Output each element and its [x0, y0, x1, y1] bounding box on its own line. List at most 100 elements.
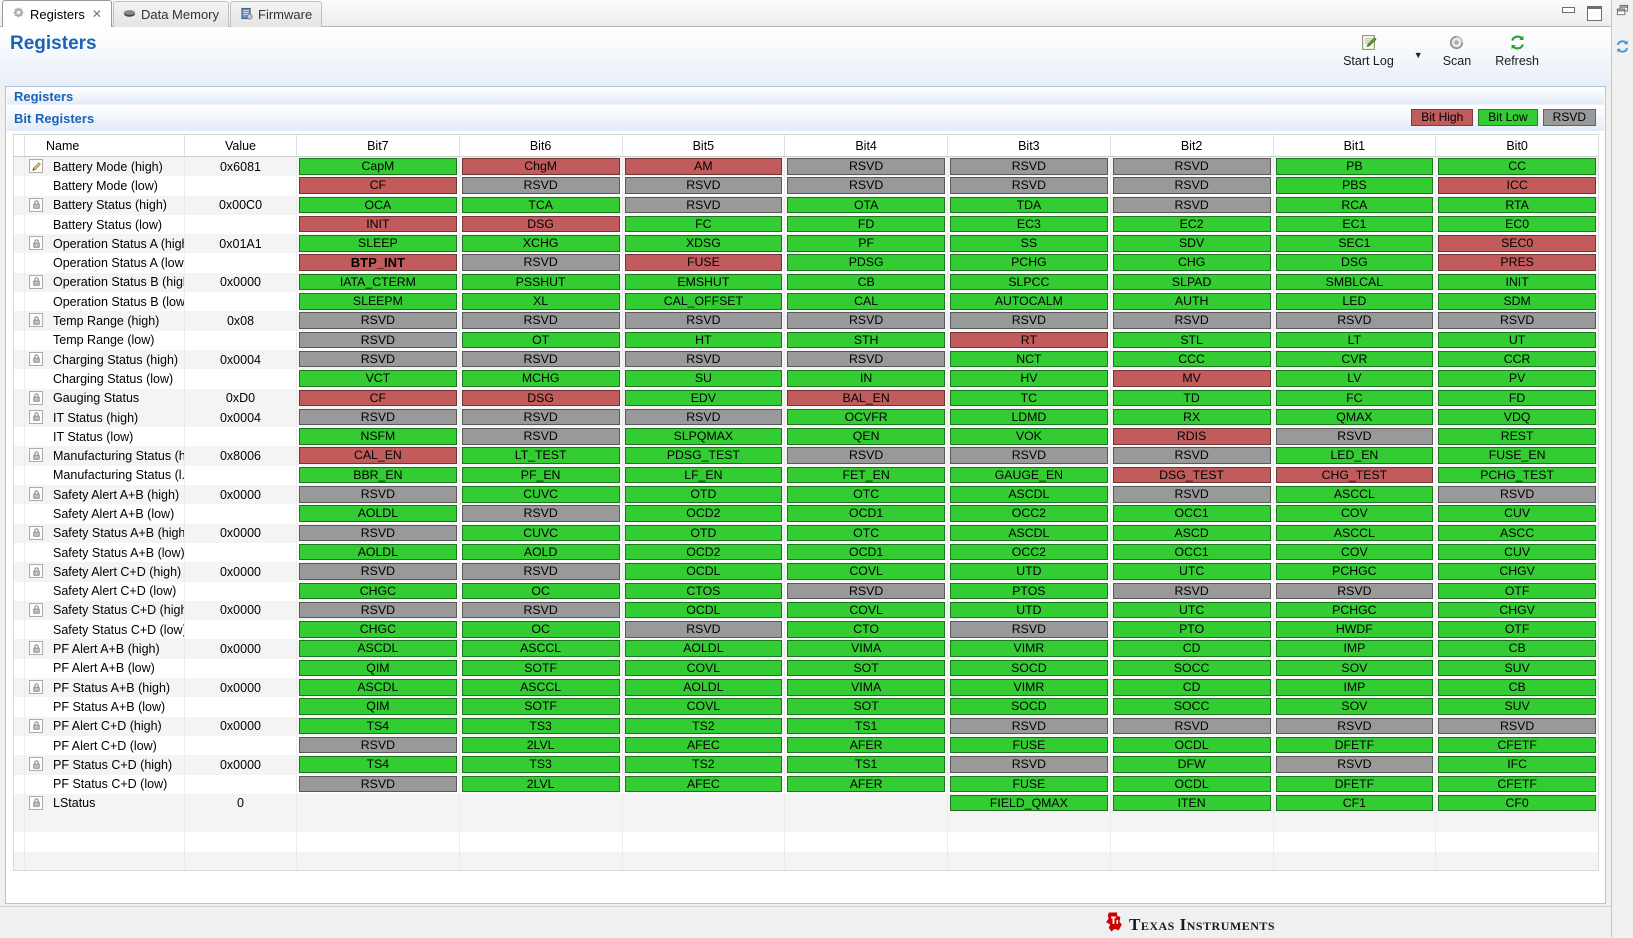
bit-cell: PCHGC	[1275, 601, 1434, 619]
bit-cell: UTC	[1112, 601, 1271, 619]
column-header-bit7[interactable]: Bit7	[296, 135, 459, 156]
tab-data-memory[interactable]: Data Memory	[112, 1, 230, 27]
table-row[interactable]: Battery Status (high) 0x00C0 OCA TCA RSVD OTA…	[13, 195, 1599, 215]
table-row[interactable]: Operation Status A (high) 0x01A1 SLEEP XCHG…	[13, 234, 1599, 254]
table-row[interactable]: Battery Mode (high) 0x6081 CapM ChgM AM RSVD R…	[13, 157, 1599, 177]
table-row[interactable]: Operation Status B (low) SLEEPM XL CAL_OFFS…	[13, 292, 1599, 312]
table-row[interactable]: PF Status A+B (high) 0x0000 ASCDL ASCCL AOLD…	[13, 678, 1599, 698]
table-row[interactable]: Temp Range (low) RSVD OT HT STH RT STL LT UT	[13, 330, 1599, 350]
bit-cell: TS4	[299, 756, 457, 773]
table-row[interactable]: Safety Status C+D (low) CHGC OC RSVD CTO RSVD…	[13, 620, 1599, 640]
table-row[interactable]: Battery Status (low) INIT DSG FC FD EC3 EC2 EC1…	[13, 214, 1599, 235]
bit-cell: AOLDL	[299, 505, 457, 522]
column-header-bit4[interactable]: Bit4	[784, 135, 947, 156]
bit-cell: 2LVL	[461, 736, 620, 754]
table-row[interactable]: PF Status C+D (low) RSVD 2LVL AFEC AFER FUSE O…	[13, 774, 1599, 794]
table-row[interactable]: Manufacturing Status (h... 0x8006 CAL_EN LT…	[13, 446, 1599, 466]
register-value: 0x0000	[184, 523, 296, 543]
row-head-spacer	[14, 292, 24, 311]
column-header-name[interactable]: Name	[24, 135, 184, 156]
table-row[interactable]: Safety Alert A+B (high) 0x0000 RSVD CUVC OTD…	[13, 485, 1599, 505]
close-icon[interactable]: ✕	[91, 7, 102, 21]
bit-cell: SEC0	[1438, 235, 1596, 252]
column-header-bit3[interactable]: Bit3	[947, 135, 1110, 156]
register-name: Operation Status A (low)	[24, 253, 184, 273]
register-name: Battery Status (high)	[24, 195, 184, 215]
table-row[interactable]: Gauging Status 0xD0 CF DSG EDV BAL_EN TC TD FC FD	[13, 388, 1599, 408]
bit-column-cell: PRES	[1435, 253, 1598, 273]
table-row[interactable]: Operation Status A (low) BTP_INT RSVD FUSE P…	[13, 253, 1599, 273]
table-row[interactable]: PF Status A+B (low) QIM SOTF COVL SOT SOCD SOC…	[13, 697, 1599, 717]
table-row[interactable]: Safety Alert C+D (high) 0x0000 RSVD RSVD OCD…	[13, 562, 1599, 582]
scan-button[interactable]: Scan	[1439, 32, 1476, 70]
table-row[interactable]: IT Status (high) 0x0004 RSVD RSVD RSVD OCVFR L…	[13, 407, 1599, 428]
bit-cell: CUVC	[461, 524, 620, 542]
table-row[interactable]: PF Alert C+D (high) 0x0000 TS4 TS3 TS2 TS1 RSV…	[13, 716, 1599, 736]
section-registers[interactable]: Registers	[7, 88, 1604, 105]
table-row[interactable]: Safety Status A+B (low) AOLDL AOLD OCD2 OCD1…	[13, 542, 1599, 563]
lock-icon	[29, 390, 43, 405]
table-row[interactable]: Operation Status B (high) 0x0000 IATA_CTER…	[13, 272, 1599, 293]
bit-column-cell: RSVD	[458, 176, 622, 196]
tab-registers[interactable]: Registers ✕	[2, 0, 112, 27]
table-row[interactable]: Charging Status (high) 0x0004 RSVD RSVD RSVD…	[13, 349, 1599, 370]
refresh-button[interactable]: Refresh	[1491, 32, 1543, 70]
restore-pane-button[interactable]	[1614, 4, 1632, 22]
bit-column-cell: PDSG_TEST	[621, 446, 785, 466]
table-row[interactable]: PF Alert A+B (low) QIM SOTF COVL SOT SOCD SOCC…	[13, 658, 1599, 679]
column-header-bit2[interactable]: Bit2	[1109, 135, 1273, 156]
bit-column-cell: OCA	[296, 195, 459, 215]
table-row[interactable]: Manufacturing Status (l... BBR_EN PF_EN LF_…	[13, 465, 1599, 486]
register-name: Operation Status A (high)	[24, 234, 184, 254]
column-header-bit0[interactable]: Bit0	[1435, 135, 1598, 156]
minimize-button[interactable]	[1561, 6, 1575, 18]
register-value	[184, 292, 296, 312]
bit-column-cell: RSVD	[784, 349, 947, 370]
bit-cell: SS	[950, 235, 1108, 252]
table-row[interactable]: Battery Mode (low) CF RSVD RSVD RSVD RSVD RSVD…	[13, 176, 1599, 196]
table-row[interactable]: LStatus 0 FIELD_QMAX ITEN CF1 CF0	[13, 793, 1599, 814]
start-log-dropdown-caret[interactable]: ▼	[1413, 50, 1423, 60]
table-row[interactable]: PF Status C+D (high) 0x0000 TS4 TS3 TS2 TS1 RS…	[13, 755, 1599, 775]
column-header-bit5[interactable]: Bit5	[621, 135, 785, 156]
bit-cell: OTC	[787, 524, 945, 542]
lock-icon	[29, 602, 43, 617]
bit-cell: RSVD	[787, 447, 945, 464]
bit-column-cell: RSVD	[947, 620, 1110, 640]
column-header-bit1[interactable]: Bit1	[1272, 135, 1436, 156]
bit-column-cell: FUSE_EN	[1435, 446, 1598, 466]
bit-column-cell: ChgM	[458, 157, 622, 177]
bit-cell: AOLD	[461, 543, 620, 561]
table-row[interactable]: Safety Status C+D (high) 0x0000 RSVD RSVD OC…	[13, 600, 1599, 621]
bit-cell: RSVD	[299, 563, 457, 580]
section-bit-registers[interactable]: Bit Registers Bit High Bit Low RSVD	[7, 106, 1604, 131]
tab-firmware[interactable]: Firmware	[230, 1, 323, 27]
bit-cell: DFW	[1112, 756, 1271, 773]
table-row[interactable]: PF Alert C+D (low) RSVD 2LVL AFEC AFER FUSE OC…	[13, 735, 1599, 756]
table-row[interactable]: Charging Status (low) VCT MCHG SU IN HV MV LV PV	[13, 369, 1599, 389]
column-header-bit6[interactable]: Bit6	[458, 135, 622, 156]
start-log-button[interactable]: Start Log	[1339, 32, 1398, 70]
maximize-button[interactable]	[1587, 6, 1602, 21]
bit-column-cell: SLPQMAX	[621, 427, 785, 447]
table-row[interactable]: PF Alert A+B (high) 0x0000 ASCDL ASCCL AOLDL…	[13, 639, 1599, 659]
table-row[interactable]: Temp Range (high) 0x08 RSVD RSVD RSVD RSVD RSV…	[13, 311, 1599, 331]
bit-column-cell: XCHG	[458, 234, 622, 254]
bit-column-cell: QEN	[784, 427, 947, 447]
bit-cell: PCHGC	[1275, 563, 1434, 580]
table-row[interactable]: Safety Alert A+B (low) AOLDL RSVD OCD2 OCD1 O…	[13, 504, 1599, 524]
bit-cell: RSVD	[787, 312, 945, 329]
table-row[interactable]: Safety Alert C+D (low) CHGC OC CTOS RSVD PTOS…	[13, 581, 1599, 601]
bit-column-cell: OCDL	[621, 562, 785, 582]
register-value	[184, 253, 296, 273]
row-head-spacer	[14, 832, 24, 851]
bit-cell: CB	[787, 273, 945, 291]
table-row[interactable]: Safety Status A+B (high) 0x0000 RSVD CUVC OT…	[13, 523, 1599, 543]
bit-column-cell: RT	[947, 330, 1110, 350]
sync-view-button[interactable]	[1614, 40, 1632, 58]
bit-cell: COVL	[787, 563, 945, 580]
bit-cell: VOK	[950, 428, 1108, 445]
column-header-value[interactable]: Value	[184, 135, 296, 156]
bit-column-cell	[621, 851, 785, 870]
table-row[interactable]: IT Status (low) NSFM RSVD SLPQMAX QEN VOK RDIS…	[13, 427, 1599, 447]
